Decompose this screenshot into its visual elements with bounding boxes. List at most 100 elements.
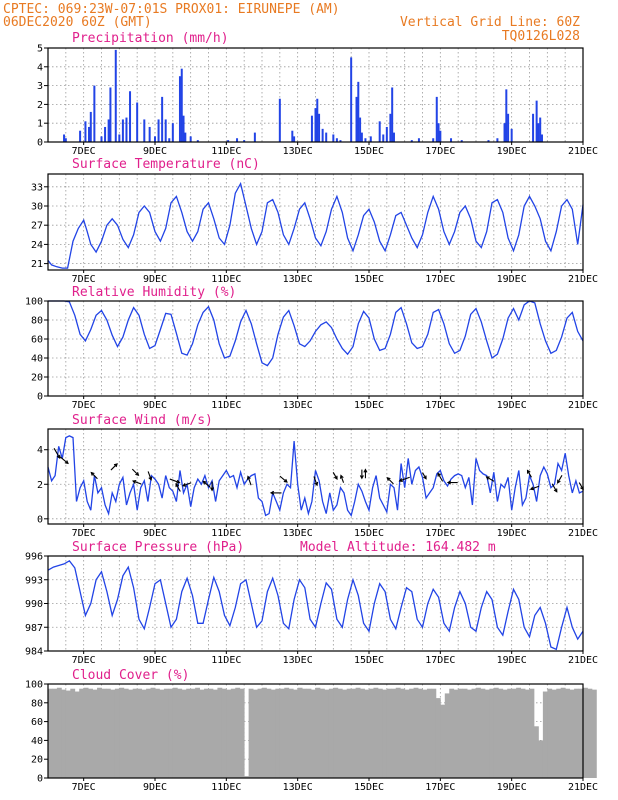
precipitation-bar [503, 123, 506, 142]
cloud-cover-bar [373, 687, 379, 778]
cloud-cover-bar [61, 689, 67, 778]
cloud-cover-bar [150, 687, 156, 778]
precipitation-bar [437, 123, 440, 142]
wind-arrow-head [334, 475, 338, 480]
y-tick-label: 20 [31, 373, 43, 384]
wind-title: Surface Wind (m/s) [72, 413, 213, 428]
precipitation-bar [532, 113, 535, 142]
wind-arrow-head [526, 469, 531, 474]
cloud-cover-bar [502, 689, 508, 778]
panel-frame [47, 428, 584, 525]
x-tick-label: 19DEC [497, 782, 527, 793]
precipitation-bar [168, 138, 171, 142]
cloud-cover-bar [190, 688, 196, 778]
cloud-cover-bar [172, 687, 178, 778]
precipitation-bar [350, 57, 353, 142]
cloud-cover-bar [476, 687, 481, 778]
cloud-cover-bar [52, 688, 58, 778]
cloud-cover-bar [574, 688, 579, 778]
precipitation-bar [118, 134, 121, 142]
panel-frame [47, 47, 584, 143]
cloud-cover-bar [355, 687, 361, 778]
precipitation-bar [369, 136, 372, 142]
x-tick-label: 7DEC [72, 400, 96, 411]
y-tick-label: 0 [37, 392, 43, 403]
wind-arrow-head [64, 460, 69, 465]
cloud-cover-bar [105, 688, 111, 778]
x-tick-label: 11DEC [211, 782, 241, 793]
wind-arrow-head [135, 472, 140, 477]
precipitation-bar [79, 130, 82, 142]
precipitation-bar [335, 138, 338, 142]
header-grid-line: Vertical Grid Line: 60Z [400, 15, 580, 30]
precipitation-bar [63, 134, 66, 142]
cloud-cover-bar [297, 687, 303, 778]
cloud-cover-bar [101, 688, 107, 778]
wind-arrow-head [359, 475, 364, 480]
x-tick-label: 19DEC [497, 655, 527, 666]
wind-arrow-head [553, 488, 558, 493]
wind-arrow-shaft [110, 463, 118, 471]
wind-arrow [313, 476, 319, 487]
precipitation-bar [357, 81, 360, 142]
cloud-cover-bar [547, 688, 553, 778]
wind-arrow [485, 476, 495, 482]
precipitation-bar [182, 115, 185, 142]
precipitation-bar [109, 87, 112, 142]
cloud-cover-bar [204, 688, 209, 778]
wind-arrow-head [90, 471, 95, 476]
temperature-panel: 21 24 27 30 33 7DEC 9DEC 11DEC 13DEC 15DEC 17DEC 19… [31, 157, 598, 285]
cloud-cover-bar [516, 687, 521, 778]
wind-arrow-head [557, 479, 561, 484]
precipitation-bar [391, 87, 394, 142]
wind-arrow-head [485, 476, 490, 480]
wind-arrow-shaft [131, 468, 139, 476]
wind-arrow [110, 463, 118, 471]
y-tick-label: 2 [37, 480, 43, 491]
pressure-panel: 984 987 990 993 996 7DEC 9DEC 11DEC 13DEC 15DEC 17… [25, 540, 598, 666]
x-tick-label: 17DEC [425, 146, 455, 157]
wind-arrow-shaft [182, 482, 192, 487]
wind-arrow-shaft [59, 456, 69, 464]
precipitation-bar [243, 140, 246, 142]
wind-arrow [529, 485, 540, 491]
precipitation-bar [107, 119, 110, 142]
cloud-cover-bar [520, 688, 526, 778]
cloud-cover-bar [556, 688, 562, 778]
x-tick-label: 15DEC [354, 528, 384, 539]
x-tick-label: 19DEC [497, 528, 527, 539]
x-tick-label: 9DEC [143, 146, 167, 157]
wind-arrow-head [181, 482, 187, 487]
cloud-cover-bar [288, 688, 294, 778]
precipitation-bar [321, 128, 324, 142]
cloud-cover-bar [88, 688, 93, 778]
wind-arrow-shaft [90, 472, 98, 480]
x-tick-label: 7DEC [72, 146, 96, 157]
wind-arrow-shaft [422, 472, 427, 479]
x-tick-label: 7DEC [72, 782, 96, 793]
y-tick-label: 27 [31, 221, 43, 232]
precipitation-bar [178, 76, 181, 142]
wind-arrow [181, 482, 192, 487]
precipitation-bar [143, 119, 146, 142]
cloud-cover-bar [266, 688, 272, 778]
precipitation-bar [161, 96, 164, 142]
precipitation-bar [392, 132, 395, 142]
x-tick-label: 19DEC [497, 400, 527, 411]
wind-arrow [53, 448, 61, 460]
x-tick-label: 11DEC [211, 146, 241, 157]
precipitation-bar [339, 140, 342, 142]
wind-arrow-head [339, 474, 344, 479]
x-tick-label: 13DEC [283, 400, 313, 411]
wind-arrow-head [132, 480, 137, 484]
cloud-cover-bar [542, 691, 548, 778]
y-tick-label: 993 [25, 575, 43, 586]
x-tick-label: 9DEC [143, 782, 167, 793]
y-tick-label: 984 [25, 647, 43, 658]
x-tick-label: 13DEC [283, 528, 313, 539]
wind-arrow-head [56, 454, 61, 460]
wind-speed-line [47, 435, 584, 517]
precipitation-bar [496, 138, 499, 142]
cloud-cover-bar [498, 688, 504, 778]
precipitation-bar [364, 138, 367, 142]
